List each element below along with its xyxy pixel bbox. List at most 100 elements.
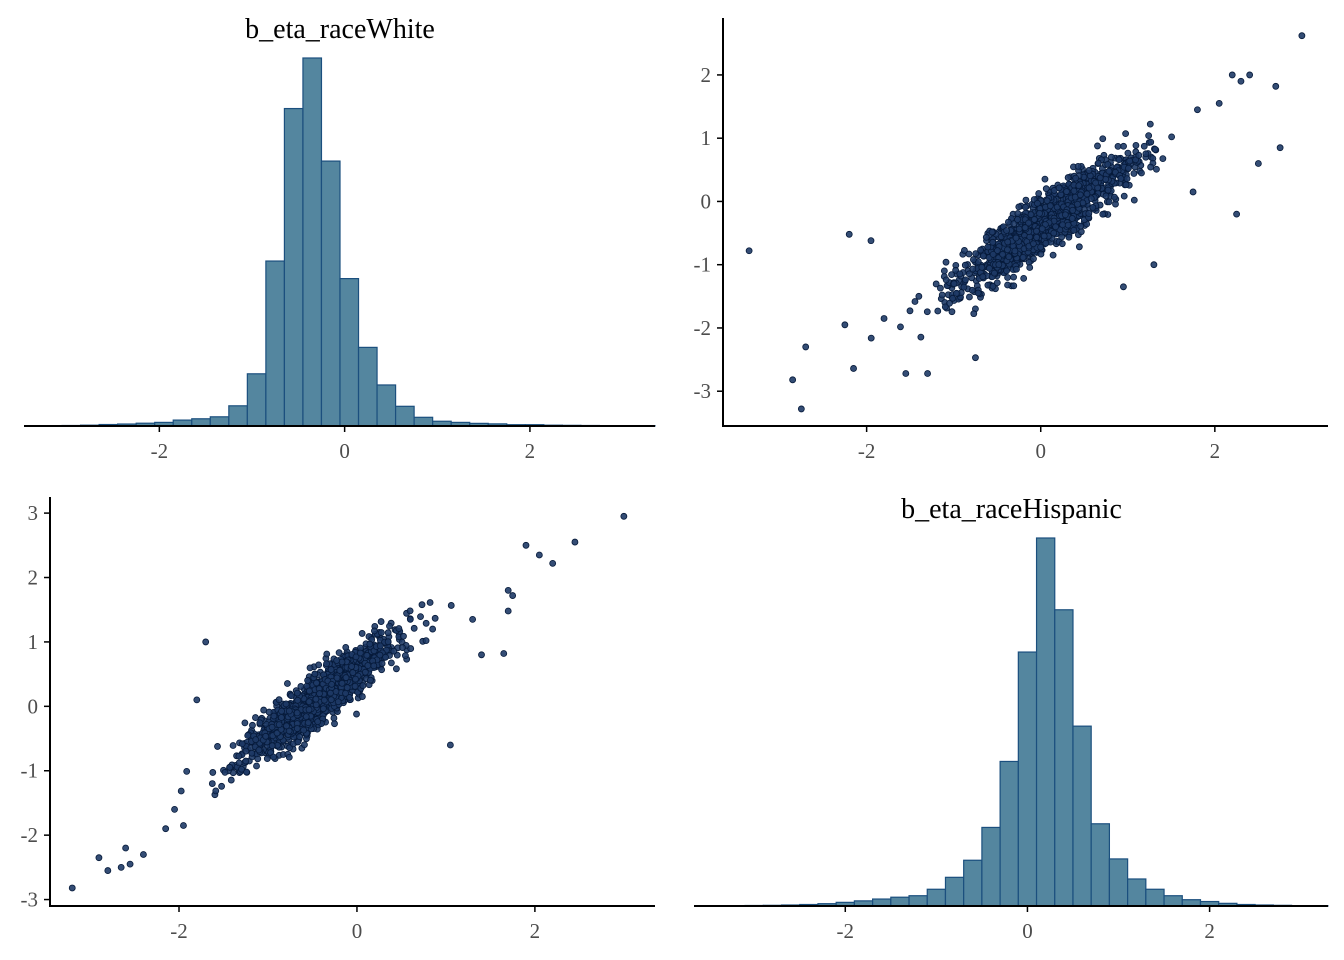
panel-bottom-left: -3 -2 -1 0 1 2 3 -2 0 2 <box>21 497 655 943</box>
scatter-point <box>934 307 942 315</box>
scatter-point <box>850 365 857 372</box>
x-tick-label: 2 <box>530 919 541 943</box>
scatter-point <box>342 644 350 651</box>
scatter-point <box>1074 162 1082 170</box>
scatter-point <box>293 689 301 697</box>
scatter-point <box>1105 198 1113 206</box>
scatter-point <box>218 782 225 790</box>
scatter-point <box>923 308 931 316</box>
scatter-point <box>226 763 234 771</box>
scatter-point <box>359 682 367 690</box>
scatter-point <box>242 757 250 765</box>
scatter-point <box>202 638 210 646</box>
scatter-point <box>1237 77 1245 85</box>
scatter-point <box>382 653 389 661</box>
scatter-point <box>1130 170 1138 177</box>
scatter-point <box>880 315 888 322</box>
scatter-point <box>235 752 243 760</box>
scatter-point <box>238 740 246 748</box>
scatter-point <box>979 252 987 260</box>
scatter-point <box>208 780 216 787</box>
scatter-point <box>1038 225 1046 233</box>
scatter-point <box>504 607 512 615</box>
scatter-point <box>988 228 996 236</box>
scatter-point <box>979 273 987 281</box>
scatter-point <box>314 718 322 726</box>
scatter-point <box>1004 238 1012 246</box>
scatter-point <box>549 559 557 567</box>
scatter-point <box>1094 159 1102 167</box>
scatter-point <box>1151 145 1159 153</box>
scatter-point <box>965 250 973 258</box>
scatter-point <box>1150 261 1158 269</box>
scatter-point <box>304 719 312 727</box>
scatter-point <box>1089 204 1097 211</box>
scatter-point <box>334 698 342 706</box>
y-tick-label: -2 <box>21 823 39 847</box>
scatter-point <box>1004 274 1011 281</box>
scatter-point <box>915 292 923 300</box>
scatter-point <box>941 303 949 311</box>
x-tick-label: 2 <box>1210 439 1221 463</box>
scatter-point <box>268 723 276 731</box>
scatter-point <box>285 753 293 761</box>
x-tick-label: -2 <box>170 919 188 943</box>
scatter-point <box>1147 163 1155 171</box>
scatter-point <box>241 719 249 727</box>
scatter-point <box>284 680 291 687</box>
x-tick-label: 0 <box>339 439 350 463</box>
scatter-point <box>1064 174 1072 181</box>
scatter-point <box>244 732 252 739</box>
scatter-point <box>1114 142 1122 150</box>
y-tick-label: -3 <box>694 379 712 403</box>
scatter-point <box>745 247 753 255</box>
scatter-point <box>353 710 360 718</box>
scatter-point <box>1036 209 1043 217</box>
y-tick-label: 2 <box>701 63 712 87</box>
panel-title: b_eta_raceWhite <box>245 14 435 45</box>
scatter-point <box>253 762 260 770</box>
scatter-point <box>1125 164 1132 172</box>
scatter-point <box>327 666 335 673</box>
scatter-point <box>535 551 543 559</box>
scatter-point <box>571 538 579 546</box>
scatter-point <box>620 512 628 520</box>
scatter-point <box>302 713 310 721</box>
scatter-point <box>342 689 349 697</box>
y-tick-label: -1 <box>21 759 39 783</box>
scatter-point <box>1096 174 1104 182</box>
scatter-point <box>1070 187 1078 195</box>
y-tick-label: -2 <box>694 316 712 340</box>
scatter-point <box>104 867 112 874</box>
scatter-point <box>1014 210 1022 217</box>
scatter-point <box>248 749 256 757</box>
scatter-point <box>366 640 374 648</box>
scatter-point <box>377 618 385 625</box>
scatter-point <box>1272 82 1280 90</box>
scatter-point <box>1033 227 1040 235</box>
scatter-point <box>256 719 264 727</box>
scatter-point <box>1063 188 1070 195</box>
x-tick-label: 0 <box>1022 919 1033 943</box>
scatter-point <box>263 755 271 763</box>
scatter-point <box>1085 210 1093 217</box>
scatter-point <box>335 649 343 657</box>
scatter-point <box>1012 234 1020 242</box>
scatter-point <box>1046 202 1054 210</box>
scatter-point <box>1099 210 1107 218</box>
scatter-point <box>504 586 512 594</box>
scatter-point <box>1147 138 1155 146</box>
scatter-point <box>1058 233 1066 241</box>
scatter-point <box>1123 175 1131 183</box>
scatter-point <box>270 753 277 761</box>
x-tick-label: -2 <box>837 919 855 943</box>
scatter-point <box>320 705 327 713</box>
y-tick-label: 1 <box>28 630 39 654</box>
scatter-point <box>1120 142 1127 150</box>
scatter-point <box>1132 142 1140 149</box>
y-tick-label: 3 <box>28 501 39 525</box>
scatter-point <box>991 269 998 277</box>
scatter-point <box>522 541 530 549</box>
scatter-point <box>320 696 328 704</box>
scatter-point <box>1254 160 1262 167</box>
